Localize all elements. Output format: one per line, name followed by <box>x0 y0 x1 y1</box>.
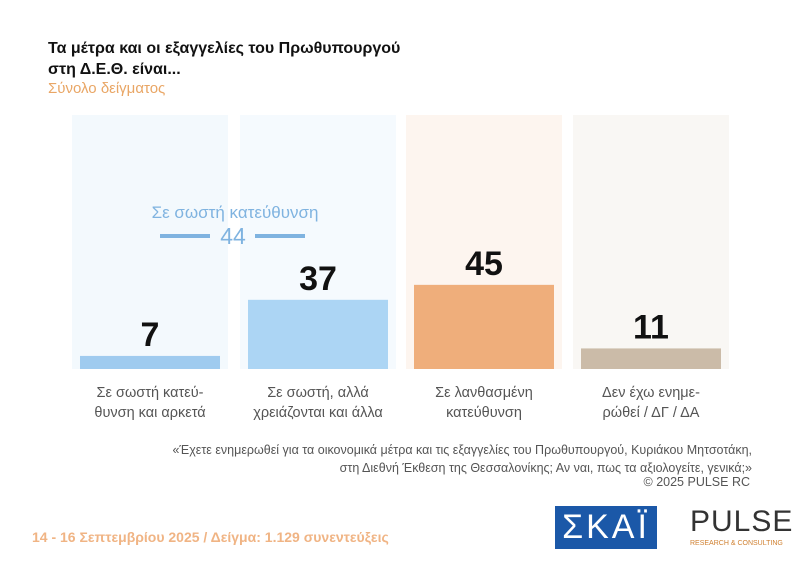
logo-pulse: PULSE <box>690 505 794 538</box>
category-label: Σε λανθασμένη κατεύθυνση <box>435 385 533 421</box>
value-label: 7 <box>141 316 160 354</box>
category-label: Σε σωστή, αλλά χρειάζονται και άλλα <box>253 385 383 421</box>
bar <box>414 284 554 369</box>
copyright: © 2025 PULSE RC <box>643 475 750 489</box>
column-background <box>72 115 228 369</box>
annotation-value: 44 <box>220 223 246 249</box>
category-label: Σε σωστή κατεύ- θυνση και αρκετά <box>94 385 206 421</box>
chart-subtitle: Σύνολο δείγματος <box>48 80 166 97</box>
question-note: «Έχετε ενημερωθεί για τα οικονομικά μέτρ… <box>172 443 752 475</box>
chart-title: Τα μέτρα και οι εξαγγελίες του Πρωθυπουρ… <box>48 40 401 78</box>
column-background <box>573 115 729 369</box>
value-label: 45 <box>465 245 503 283</box>
logo-pulse-sub: RESEARCH & CONSULTING <box>690 540 783 547</box>
bar <box>248 299 388 369</box>
category-label: Δεν έχω ενημε- ρώθεί / ΔΓ / ΔΑ <box>602 385 700 421</box>
value-label: 11 <box>633 308 669 346</box>
footer: 14 - 16 Σεπτεμβρίου 2025 / Δείγμα: 1.129… <box>32 529 389 545</box>
logo-skai: ΣΚΑΪ <box>555 506 657 549</box>
bar <box>581 348 721 369</box>
annotation-text: Σε σωστή κατεύθυνση <box>152 203 319 222</box>
bar <box>80 355 220 369</box>
value-label: 37 <box>299 260 337 298</box>
